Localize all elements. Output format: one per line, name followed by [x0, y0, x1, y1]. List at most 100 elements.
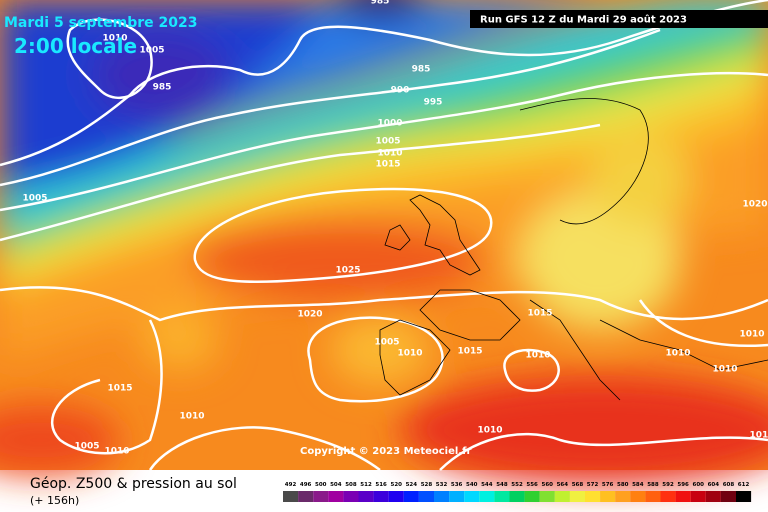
colorbar-label: 508 — [345, 482, 357, 488]
colorbar-swatch — [283, 491, 299, 502]
isobar-label: 985 — [412, 65, 431, 75]
copyright: Copyright © 2023 Meteociel.fr — [300, 446, 471, 457]
colorbar-label: 556 — [526, 482, 538, 488]
colorbar-label: 588 — [647, 482, 659, 488]
colorbar-swatch — [539, 491, 555, 502]
colorbar-label: 512 — [360, 482, 372, 488]
isobar-label: 1010 — [477, 426, 502, 436]
isobar-label: 985 — [371, 0, 390, 7]
isobar-label: 1005 — [139, 46, 164, 56]
isobar-label: 1010 — [179, 412, 204, 422]
colorbar-label: 584 — [632, 482, 644, 488]
colorbar-label: 504 — [330, 482, 342, 488]
colorbar-swatch — [298, 491, 314, 502]
colorbar-label: 612 — [738, 482, 750, 488]
colorbar-swatch — [675, 491, 691, 502]
legend-title: Géop. Z500 & pression au sol — [30, 476, 237, 492]
colorbar-label: 536 — [451, 482, 463, 488]
isobar-label: 1010 — [397, 349, 422, 359]
isobar-label: 1000 — [377, 119, 402, 129]
run-info: Run GFS 12 Z du Mardi 29 août 2023 — [480, 14, 687, 26]
colorbar-label: 608 — [723, 482, 735, 488]
colorbar-swatch — [690, 491, 706, 502]
isobar-label: 1010 — [739, 330, 764, 340]
colorbar-label: 560 — [542, 482, 554, 488]
isobar-label: 1010 — [377, 149, 402, 159]
isobar-label: 1010 — [749, 431, 768, 441]
isobar-label: 1015 — [107, 384, 132, 394]
colorbar-label: 568 — [572, 482, 584, 488]
time-title: 2:00 locale — [14, 34, 137, 58]
colorbar-label: 496 — [300, 482, 312, 488]
colorbar-label: 572 — [587, 482, 599, 488]
colorbar-label: 532 — [436, 482, 448, 488]
colorbar-label: 592 — [662, 482, 674, 488]
isobar-label: 1010 — [104, 447, 129, 457]
colorbar-label: 528 — [421, 482, 433, 488]
colorbar-swatch — [343, 491, 359, 502]
isobar-label: 1015 — [527, 309, 552, 319]
colorbar: 492 496 500 504 508 512 516 520 524 528 532 536 540 5… — [283, 482, 752, 502]
isobar-label: 1020 — [742, 200, 767, 210]
colorbar-label: 500 — [315, 482, 327, 488]
colorbar-swatch — [388, 491, 404, 502]
colorbar-swatch — [373, 491, 389, 502]
isobar-label: 1010 — [102, 34, 127, 44]
colorbar-swatch — [630, 491, 646, 502]
colorbar-swatch — [479, 491, 495, 502]
colorbar-label: 576 — [602, 482, 614, 488]
colorbar-swatch — [494, 491, 510, 502]
colorbar-label: 544 — [481, 482, 493, 488]
isobar-label: 990 — [391, 86, 410, 96]
colorbar-swatch — [569, 491, 585, 502]
colorbar-label: 516 — [375, 482, 387, 488]
isobar-label: 1015 — [457, 347, 482, 357]
isobar-label: 1005 — [74, 442, 99, 452]
colorbar-swatch — [705, 491, 721, 502]
colorbar-swatch — [509, 491, 525, 502]
legend-subtitle: (+ 156h) — [30, 494, 79, 507]
isobar-labels: 9851010100598598599099510001005101010151… — [22, 0, 768, 457]
colorbar-swatch — [418, 491, 434, 502]
isobar-label: 1005 — [375, 137, 400, 147]
colorbar-swatch — [736, 491, 752, 502]
colorbar-swatch — [585, 491, 601, 502]
z500-field — [0, 0, 768, 485]
isobar-label: 1020 — [297, 310, 322, 320]
colorbar-label: 604 — [708, 482, 720, 488]
colorbar-label: 548 — [496, 482, 508, 488]
colorbar-swatch — [660, 491, 676, 502]
isobar-label: 1005 — [22, 194, 47, 204]
isobar-label: 1005 — [374, 338, 399, 348]
colorbar-swatch — [403, 491, 419, 502]
isobars — [0, 0, 768, 455]
colorbar-swatch — [464, 491, 480, 502]
colorbar-label: 540 — [466, 482, 478, 488]
isobar-label: 1015 — [375, 160, 400, 170]
colorbar-swatch — [449, 491, 465, 502]
colorbar-label: 596 — [677, 482, 689, 488]
isobar-label: 1025 — [335, 266, 360, 276]
colorbar-swatch — [600, 491, 616, 502]
colorbar-swatch — [615, 491, 631, 502]
isobar-label: 1010 — [712, 365, 737, 375]
colorbar-label: 600 — [693, 482, 705, 488]
colorbar-swatch — [645, 491, 661, 502]
isobar-label: 985 — [153, 83, 172, 93]
isobar-label: 1010 — [525, 351, 550, 361]
colorbar-label: 520 — [391, 482, 403, 488]
coastlines — [379, 98, 768, 401]
colorbar-swatch — [328, 491, 344, 502]
isobar-label: 1010 — [665, 349, 690, 359]
run-box — [470, 10, 768, 28]
colorbar-swatch — [313, 491, 329, 502]
colorbar-swatch — [554, 491, 570, 502]
date-title: Mardi 5 septembre 2023 — [4, 15, 197, 31]
colorbar-label: 580 — [617, 482, 629, 488]
colorbar-label: 564 — [557, 482, 569, 488]
colorbar-swatch — [358, 491, 374, 502]
colorbar-label: 524 — [406, 482, 418, 488]
colorbar-label: 492 — [285, 482, 297, 488]
